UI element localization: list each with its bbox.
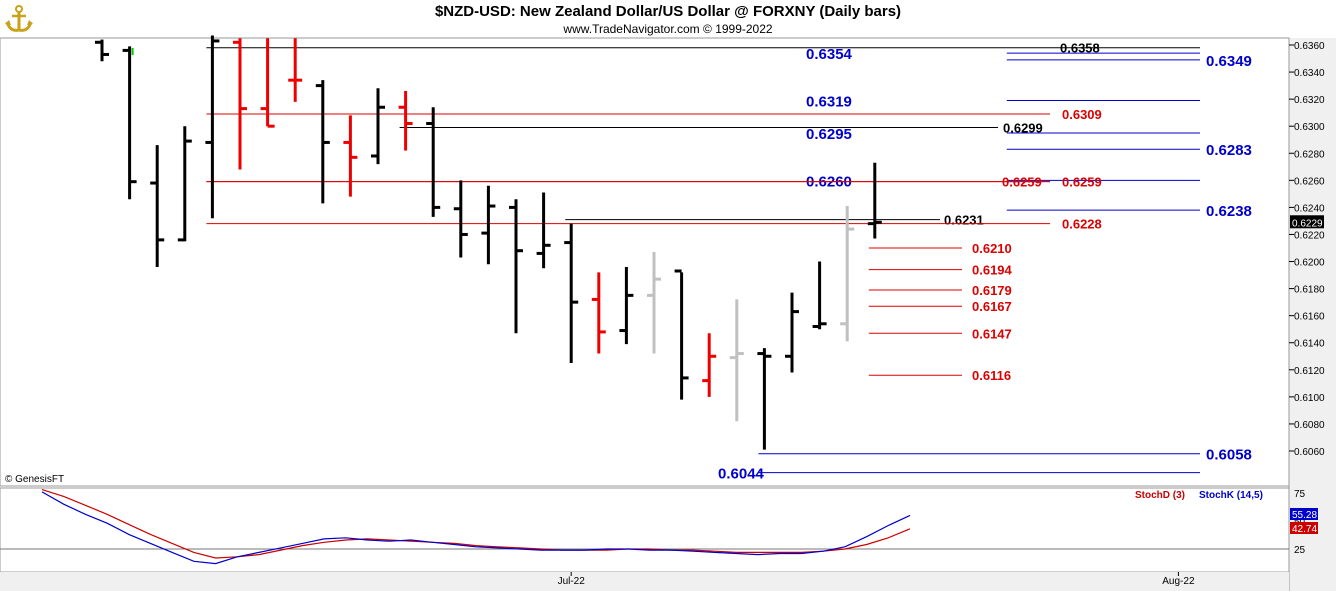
price-tick-label: 0.6340: [1294, 68, 1325, 79]
price-axis: 0.6360 0.6340 0.6320 0.6300 0.6280 0.6260 0.62…: [1289, 41, 1325, 458]
stoch-k-line: [41, 491, 911, 565]
ohlc-bar: [757, 348, 772, 450]
ohlc-bar: [729, 299, 744, 422]
ohlc-bar: [812, 261, 827, 330]
level-label: 0.6354: [806, 46, 853, 63]
ohlc-bar: [591, 272, 606, 354]
ohlc-bar: [564, 223, 579, 364]
ohlc-bar: [122, 46, 137, 200]
ohlc-bar: [453, 180, 468, 258]
price-tick-label: 0.6120: [1294, 366, 1325, 377]
price-tick-label: 0.6080: [1294, 420, 1325, 431]
stoch-d-value: 42.74: [1292, 524, 1317, 535]
price-tick-label: 0.6160: [1294, 312, 1325, 323]
level-label: 0.6319: [806, 93, 852, 110]
level-label: 0.6179: [972, 283, 1012, 298]
price-panel: [0, 37, 1290, 487]
current-price-label: 0.6229: [1292, 218, 1323, 229]
level-label: 0.6167: [972, 299, 1012, 314]
chart-title: $NZD-USD: New Zealand Dollar/US Dollar @…: [434, 3, 902, 20]
stochastic-panel-frame: [0, 487, 1290, 573]
chart-header: $NZD-USD: New Zealand Dollar/US Dollar @…: [0, 0, 1336, 38]
stoch-tick-label: 25: [1294, 545, 1306, 556]
stoch-d-value-tag: [1290, 522, 1318, 534]
price-tick-label: 0.6200: [1294, 258, 1325, 269]
ohlc-bar: [481, 185, 496, 265]
anchor-logo-icon: [5, 5, 33, 32]
ohlc-bar: [867, 162, 882, 239]
ohlc-bar: [150, 145, 165, 267]
ohlc-bar: [398, 91, 413, 151]
stoch-tick-label: 75: [1294, 489, 1306, 500]
level-label: 0.6259: [1002, 175, 1042, 190]
ohlc-bar: [674, 269, 689, 400]
price-tick-label: 0.6180: [1294, 285, 1325, 296]
date-tick-label: Aug-22: [1162, 576, 1195, 587]
level-label: 0.6238: [1206, 203, 1252, 220]
price-tick-label: 0.6140: [1294, 339, 1325, 350]
level-label: 0.6058: [1206, 447, 1252, 464]
level-label: 0.6116: [972, 368, 1011, 383]
date-axis-panel: [0, 572, 1289, 591]
ohlc-bar: [177, 126, 192, 242]
level-label: 0.6349: [1206, 53, 1252, 70]
ohlc-bar: [536, 192, 551, 269]
ohlc-bar: [315, 80, 330, 204]
axis-panel: [1289, 38, 1336, 591]
level-label: 0.6299: [1003, 121, 1043, 136]
ohlc-bar: [343, 115, 358, 197]
price-tick-label: 0.6220: [1294, 230, 1325, 241]
chart-panels: [0, 37, 1336, 591]
price-tick-label: 0.6300: [1294, 122, 1325, 133]
price-tick-label: 0.6320: [1294, 95, 1325, 106]
price-tick-label: 0.6280: [1294, 149, 1325, 160]
stoch-k-legend: StochK (14,5): [1199, 490, 1263, 501]
chart-labels: 0.6229 © GenesisFT Jul-22 Aug-22: [5, 215, 1324, 587]
price-tick-label: 0.6240: [1294, 203, 1325, 214]
ohlc-bar: [205, 35, 220, 219]
level-label: 0.6194: [972, 263, 1013, 278]
level-label: 0.6228: [1062, 217, 1102, 232]
ohlc-bar: [619, 266, 634, 345]
ohlc-bars: [95, 35, 882, 450]
price-tick-label: 0.6360: [1294, 41, 1325, 52]
ohlc-bar: [233, 38, 247, 170]
level-label: 0.6283: [1206, 142, 1252, 159]
ohlc-bar: [647, 252, 661, 354]
level-label: 0.6210: [972, 241, 1012, 256]
level-label: 0.6309: [1062, 107, 1102, 122]
level-label: 0.6044: [718, 466, 765, 483]
level-label: 0.6147: [972, 326, 1012, 341]
price-tick-label: 0.6100: [1294, 393, 1325, 404]
chart-subtitle: www.TradeNavigator.com © 1999-2022: [563, 22, 773, 36]
ohlc-bar: [288, 38, 303, 102]
level-label: 0.6259: [1062, 175, 1102, 190]
ohlc-bar: [509, 199, 523, 334]
watermark-label: © GenesisFT: [5, 474, 64, 485]
ohlc-bar: [260, 38, 275, 128]
stoch-d-line: [41, 489, 911, 559]
stoch-k-value: 55.28: [1292, 510, 1317, 521]
ohlc-bar: [840, 206, 855, 342]
ohlc-bar: [785, 292, 799, 373]
level-label: 0.6358: [1060, 41, 1100, 56]
level-label: 0.6295: [806, 126, 852, 143]
date-tick-label: Jul-22: [558, 576, 586, 587]
current-price-tag: [1290, 215, 1324, 229]
price-tick-label: 0.6260: [1294, 176, 1325, 187]
stoch-d-legend: StochD (3): [1135, 490, 1185, 501]
ohlc-bar: [426, 107, 441, 217]
ohlc-bar: [371, 88, 385, 165]
ohlc-bar: [95, 39, 109, 62]
level-label: 0.6231: [944, 213, 984, 228]
stoch-k-value-tag: [1290, 508, 1318, 520]
price-levels: 0.6358 0.6354 0.6349 0.6319 0.6309 0.6299 0.62…: [206, 41, 1252, 483]
price-tick-label: 0.6060: [1294, 447, 1325, 458]
ohlc-bar: [702, 333, 717, 397]
